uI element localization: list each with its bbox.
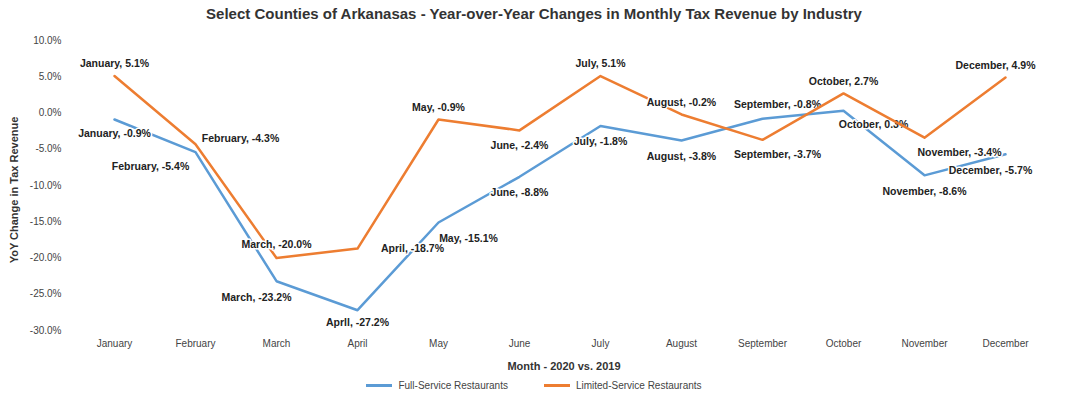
- svg-text:May, -0.9%: May, -0.9%: [412, 101, 466, 113]
- html-text:YoY Change in Tax Revenue: YoY Change in Tax Revenue: [8, 116, 20, 264]
- svg-text:June: June: [509, 338, 531, 349]
- svg-text:July, 5.1%: July, 5.1%: [576, 57, 627, 69]
- html-text:Select Counties of Arkanasas -: Select Counties of Arkanasas - Year-over…: [206, 5, 862, 22]
- svg-text:August, -0.2%: August, -0.2%: [647, 96, 717, 108]
- svg-text:-15.0%: -15.0%: [30, 216, 62, 227]
- svg-text:January, 5.1%: January, 5.1%: [80, 57, 150, 69]
- svg-text:November, -3.4%: November, -3.4%: [917, 146, 1002, 158]
- svg-text:January: January: [97, 338, 133, 349]
- svg-text:October, 0.3%: October, 0.3%: [838, 118, 909, 131]
- svg-text:December, -5.7%: December, -5.7%: [949, 164, 1033, 176]
- svg-text:September: September: [738, 338, 788, 349]
- svg-text:April, -18.7%: April, -18.7%: [381, 242, 445, 254]
- svg-text:August, -3.8%: August, -3.8%: [647, 150, 717, 162]
- svg-text:March: March: [263, 338, 291, 349]
- html-text:Limited-Service Restaurants: Limited-Service Restaurants: [575, 379, 702, 391]
- html-text:Full-Service Restaurants: Full-Service Restaurants: [398, 379, 508, 391]
- svg-text:Aprll, -27.2%: Aprll, -27.2%: [326, 316, 390, 328]
- svg-text:October: October: [826, 338, 862, 349]
- svg-text:5.0%: 5.0%: [39, 71, 62, 82]
- svg-text:-25.0%: -25.0%: [30, 288, 62, 299]
- svg-text:December, 4.9%: December, 4.9%: [956, 59, 1037, 71]
- svg-text:-20.0%: -20.0%: [30, 252, 62, 263]
- svg-text:March, -20.0%: March, -20.0%: [241, 238, 312, 250]
- svg-text:February, -5.4%: February, -5.4%: [112, 160, 190, 172]
- svg-text:June, -8.8%: June, -8.8%: [491, 186, 549, 198]
- svg-text:-10.0%: -10.0%: [30, 180, 62, 191]
- svg-text:August: August: [666, 338, 697, 349]
- svg-text:February, -4.3%: February, -4.3%: [202, 132, 280, 144]
- svg-text:September, -3.7%: September, -3.7%: [734, 148, 822, 160]
- svg-text:May, -15.1%: May, -15.1%: [439, 232, 498, 244]
- svg-text:April: April: [347, 338, 367, 349]
- svg-text:November: November: [901, 338, 948, 349]
- svg-text:0.0%: 0.0%: [39, 107, 62, 118]
- svg-text:December: December: [982, 338, 1029, 349]
- svg-text:November, -8.6%: November, -8.6%: [882, 185, 967, 197]
- svg-text:May: May: [429, 338, 448, 349]
- svg-text:March, -23.2%: March, -23.2%: [221, 291, 292, 303]
- svg-text:February: February: [175, 338, 215, 349]
- svg-text:10.0%: 10.0%: [33, 35, 61, 46]
- svg-text:September, -0.8%: September, -0.8%: [734, 98, 822, 110]
- svg-text:October, 2.7%: October, 2.7%: [809, 75, 879, 87]
- svg-text:January, -0.9%: January, -0.9%: [78, 127, 151, 139]
- svg-text:-5.0%: -5.0%: [35, 143, 61, 154]
- svg-text:July, -1.8%: July, -1.8%: [574, 135, 628, 147]
- svg-text:July: July: [592, 338, 610, 349]
- html-text:Month - 2020 vs. 2019: Month - 2020 vs. 2019: [507, 360, 621, 372]
- svg-text:-30.0%: -30.0%: [30, 325, 62, 336]
- svg-text:June, -2.4%: June, -2.4%: [491, 139, 549, 151]
